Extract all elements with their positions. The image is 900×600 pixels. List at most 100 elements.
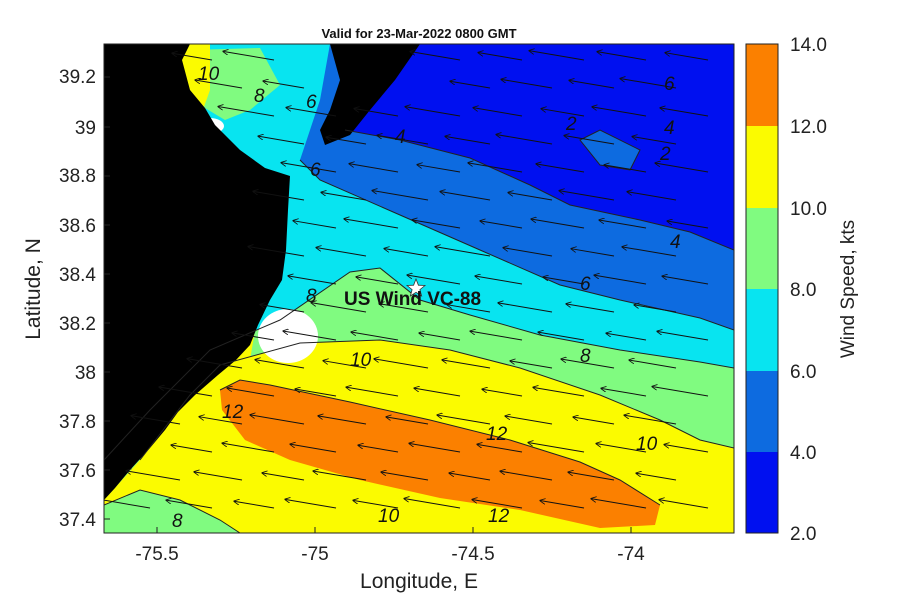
wind-arrow: [248, 246, 305, 257]
wind-arrow: [295, 389, 337, 397]
wind-arrow: [510, 361, 553, 369]
wind-arrow: [409, 443, 461, 453]
wind-arrow: [533, 387, 585, 397]
y-tick-label: 37.4: [59, 510, 96, 531]
wind-arrow: [377, 135, 429, 145]
wind-arrow: [384, 249, 429, 257]
wind-arrow: [477, 444, 523, 453]
wind-arrow: [358, 445, 399, 453]
wind-arrow: [159, 387, 213, 397]
wind-arrow: [417, 165, 461, 173]
wind-arrow: [379, 304, 429, 313]
wind-arrow: [505, 416, 553, 425]
wind-arrow: [250, 415, 305, 425]
contour-label: 10: [198, 64, 220, 85]
wind-arrow: [234, 501, 275, 509]
contour-labels: 10 8 6 6 4 6 2 4 2 4 6 8 8 10 12 12 10 1…: [172, 64, 681, 532]
colorbar-band-2-4: [746, 452, 778, 533]
wind-arrow: [538, 332, 585, 341]
wind-arrow: [569, 80, 615, 89]
y-tick-label: 38: [75, 363, 96, 384]
band-12-14: [220, 380, 660, 528]
wind-arrow: [281, 163, 337, 173]
wind-arrow: [622, 247, 677, 257]
band-8-10-offshore-patch: [104, 490, 240, 533]
wind-arrow: [629, 360, 677, 369]
colorbar-tick-label: 6.0: [790, 362, 816, 383]
wind-arrow: [414, 388, 461, 397]
wind-arrow: [410, 52, 461, 61]
contour-label: 8: [172, 511, 183, 532]
wind-arrow: [596, 444, 647, 453]
wind-arrow: [223, 51, 275, 61]
band-4-6-inlet: [580, 130, 640, 170]
wind-arrow: [573, 417, 615, 425]
wind-arrow: [232, 333, 275, 341]
colorbar-tick-label: 10.0: [790, 199, 827, 220]
y-axis: 39.2 39 38.8 38.6 38.4 38.2 38 37.8 37.6…: [22, 67, 110, 531]
wind-arrow: [218, 106, 275, 117]
wind-arrow: [407, 275, 461, 285]
colorbar-band-10-12: [746, 126, 778, 208]
band-8-10-bay: [190, 48, 280, 120]
wind-arrow: [435, 247, 491, 257]
wind-arrow: [171, 445, 213, 453]
wind-arrow: [665, 53, 709, 61]
wind-arrow: [606, 333, 647, 341]
y-tick-label: 39.2: [59, 67, 96, 88]
wind-arrow: [404, 498, 461, 509]
wind-arrow: [445, 136, 491, 145]
colorbar-tick-label: 14.0: [790, 35, 827, 56]
wind-arrow: [500, 471, 553, 481]
site-marker: US Wind VC-88: [344, 277, 481, 310]
y-tick-label: 38.4: [59, 265, 96, 286]
wind-arrow: [285, 499, 337, 509]
wind-arrow: [381, 472, 429, 481]
wind-arrow: [475, 276, 523, 285]
star-icon: [405, 277, 427, 297]
colorbar-tick-label: 4.0: [790, 443, 816, 464]
y-tick-label: 37.6: [59, 461, 96, 482]
wind-vectors: [104, 51, 709, 509]
map-title: Valid for 23-Mar-2022 0800 GMT: [321, 26, 516, 41]
y-axis-label: Latitude, N: [22, 238, 45, 340]
wind-arrow: [496, 134, 553, 145]
wind-arrow: [412, 220, 461, 229]
contour-label: 12: [488, 506, 510, 527]
wind-arrow: [311, 303, 367, 313]
wind-arrow: [652, 386, 709, 397]
x-tick-label: -74.5: [451, 544, 494, 565]
wind-arrow: [356, 277, 399, 285]
site-label: US Wind VC-88: [344, 289, 481, 310]
colorbar: 14.0 12.0 10.0 8.0 6.0 4.0 2.0 Wind Spee…: [745, 35, 859, 545]
colorbar-band-4-6: [746, 371, 778, 452]
wind-arrow: [349, 164, 399, 173]
wind-arrow: [604, 165, 647, 173]
plot-frame: [103, 43, 735, 534]
wind-arrow: [470, 331, 523, 341]
x-axis: -75.5 -75 -74.5 -74 Longitude, E: [135, 527, 645, 593]
y-tick-label: 38.6: [59, 216, 96, 237]
wind-arrow: [323, 361, 367, 369]
land-mass: [104, 44, 290, 500]
wind-arrow: [260, 305, 305, 313]
wind-arrow: [664, 445, 709, 453]
wind-arrow: [667, 221, 709, 229]
wind-arrow: [568, 472, 615, 481]
wind-arrow: [353, 500, 399, 509]
wind-arrow: [528, 442, 585, 453]
colorbar-tick-label: 12.0: [790, 117, 827, 138]
wind-arrow: [536, 164, 585, 173]
wind-arrow: [501, 79, 553, 89]
contour-label: 10: [378, 506, 400, 527]
wind-arrow: [262, 473, 305, 481]
y-tick-label: 38.2: [59, 314, 96, 335]
wind-arrow: [478, 53, 523, 61]
wind-arrow: [419, 333, 461, 341]
wind-arrow: [405, 107, 461, 117]
wind-arrow: [636, 473, 677, 481]
wind-arrow: [627, 192, 677, 201]
contour-label: 4: [670, 232, 681, 253]
contour-label: 10: [636, 434, 658, 455]
